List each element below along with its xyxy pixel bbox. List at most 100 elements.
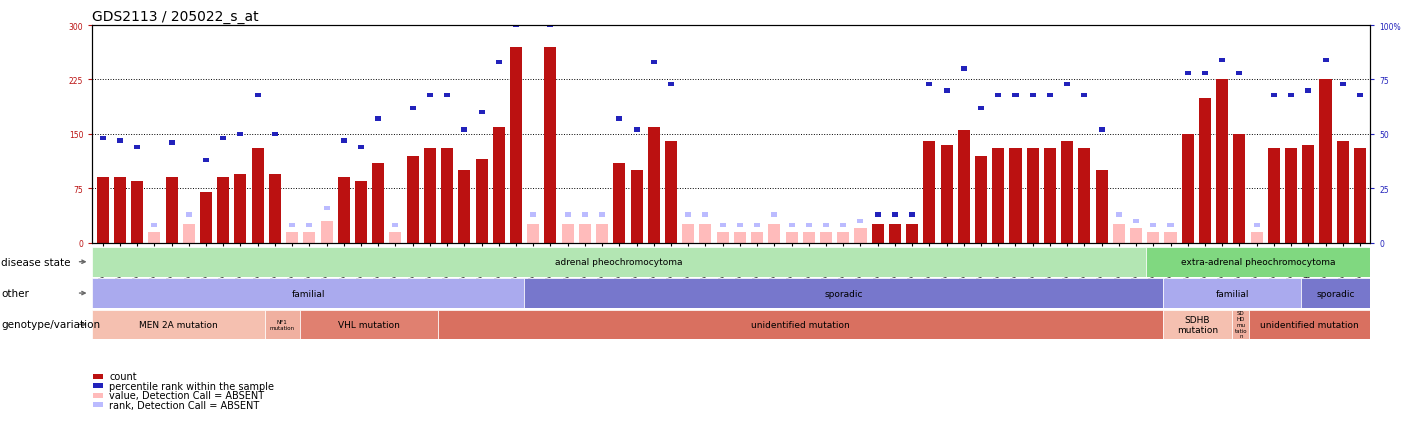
Bar: [1353, 149, 1366, 243]
Bar: [1181, 135, 1194, 243]
Bar: [304, 232, 315, 243]
Bar: [976, 156, 987, 243]
Bar: [771, 213, 777, 217]
Bar: [993, 149, 1004, 243]
Bar: [166, 178, 178, 243]
Text: GDS2113 / 205022_s_at: GDS2113 / 205022_s_at: [92, 10, 258, 23]
Bar: [562, 225, 574, 243]
Bar: [889, 225, 900, 243]
Bar: [266, 310, 300, 339]
Text: value, Detection Call = ABSENT: value, Detection Call = ABSENT: [109, 391, 264, 400]
Bar: [1096, 171, 1108, 243]
Text: MEN 2A mutation: MEN 2A mutation: [139, 320, 219, 329]
Bar: [427, 93, 433, 98]
Bar: [700, 225, 711, 243]
Bar: [307, 224, 312, 228]
Bar: [1030, 93, 1035, 98]
Bar: [717, 232, 728, 243]
Bar: [203, 158, 209, 163]
Bar: [341, 139, 346, 143]
Bar: [686, 213, 692, 217]
Bar: [131, 181, 143, 243]
Bar: [114, 178, 126, 243]
Bar: [254, 93, 261, 98]
Bar: [220, 137, 226, 141]
Bar: [548, 24, 554, 28]
Bar: [1198, 99, 1211, 243]
Bar: [1133, 219, 1139, 224]
Bar: [200, 192, 212, 243]
Bar: [633, 128, 639, 132]
Bar: [1358, 93, 1363, 98]
Bar: [1150, 224, 1156, 228]
Text: adrenal pheochromocytoma: adrenal pheochromocytoma: [555, 258, 683, 266]
Bar: [906, 225, 919, 243]
Bar: [1233, 310, 1250, 339]
Bar: [630, 171, 643, 243]
Bar: [133, 145, 141, 150]
Bar: [648, 127, 660, 243]
Bar: [855, 229, 866, 243]
Bar: [841, 224, 846, 228]
Bar: [437, 310, 1163, 339]
Bar: [237, 132, 243, 137]
Bar: [565, 213, 571, 217]
Bar: [1164, 232, 1177, 243]
Bar: [251, 149, 264, 243]
Bar: [819, 232, 832, 243]
Bar: [751, 232, 763, 243]
Bar: [802, 232, 815, 243]
Bar: [926, 82, 933, 87]
Text: unidentified mutation: unidentified mutation: [1261, 320, 1359, 329]
Bar: [1322, 59, 1329, 63]
Bar: [616, 117, 622, 122]
Bar: [94, 402, 102, 408]
Bar: [1064, 82, 1071, 87]
Bar: [493, 127, 504, 243]
Bar: [355, 181, 366, 243]
Bar: [613, 164, 625, 243]
Bar: [375, 117, 381, 122]
Bar: [1288, 93, 1294, 98]
Text: unidentified mutation: unidentified mutation: [751, 320, 849, 329]
Bar: [116, 139, 124, 143]
Bar: [372, 164, 385, 243]
Bar: [1130, 229, 1142, 243]
Bar: [217, 178, 229, 243]
Bar: [358, 145, 364, 150]
Text: SD
HD
mu
tatio
n: SD HD mu tatio n: [1234, 311, 1247, 339]
Bar: [268, 174, 281, 243]
Bar: [1078, 149, 1091, 243]
Text: percentile rank within the sample: percentile rank within the sample: [109, 381, 274, 391]
Bar: [527, 225, 540, 243]
Bar: [459, 171, 470, 243]
Bar: [234, 174, 247, 243]
Bar: [1116, 213, 1122, 217]
Bar: [943, 89, 950, 93]
Text: genotype/variation: genotype/variation: [1, 320, 101, 329]
Bar: [1147, 232, 1159, 243]
Bar: [1167, 224, 1173, 228]
Bar: [321, 221, 332, 243]
Bar: [476, 160, 487, 243]
Bar: [1234, 135, 1245, 243]
Text: other: other: [1, 289, 30, 298]
Bar: [186, 213, 192, 217]
Bar: [582, 213, 588, 217]
Bar: [290, 224, 295, 228]
Bar: [530, 213, 537, 217]
Bar: [1163, 279, 1301, 308]
Bar: [959, 131, 970, 243]
Bar: [94, 383, 102, 388]
Bar: [805, 224, 812, 228]
Bar: [703, 213, 709, 217]
Bar: [1285, 149, 1296, 243]
Bar: [1305, 89, 1311, 93]
Text: SDHB
mutation: SDHB mutation: [1177, 315, 1218, 334]
Bar: [596, 225, 608, 243]
Bar: [1082, 93, 1088, 98]
Bar: [788, 224, 795, 228]
Text: sporadic: sporadic: [824, 289, 863, 298]
Bar: [338, 178, 349, 243]
Bar: [734, 232, 746, 243]
